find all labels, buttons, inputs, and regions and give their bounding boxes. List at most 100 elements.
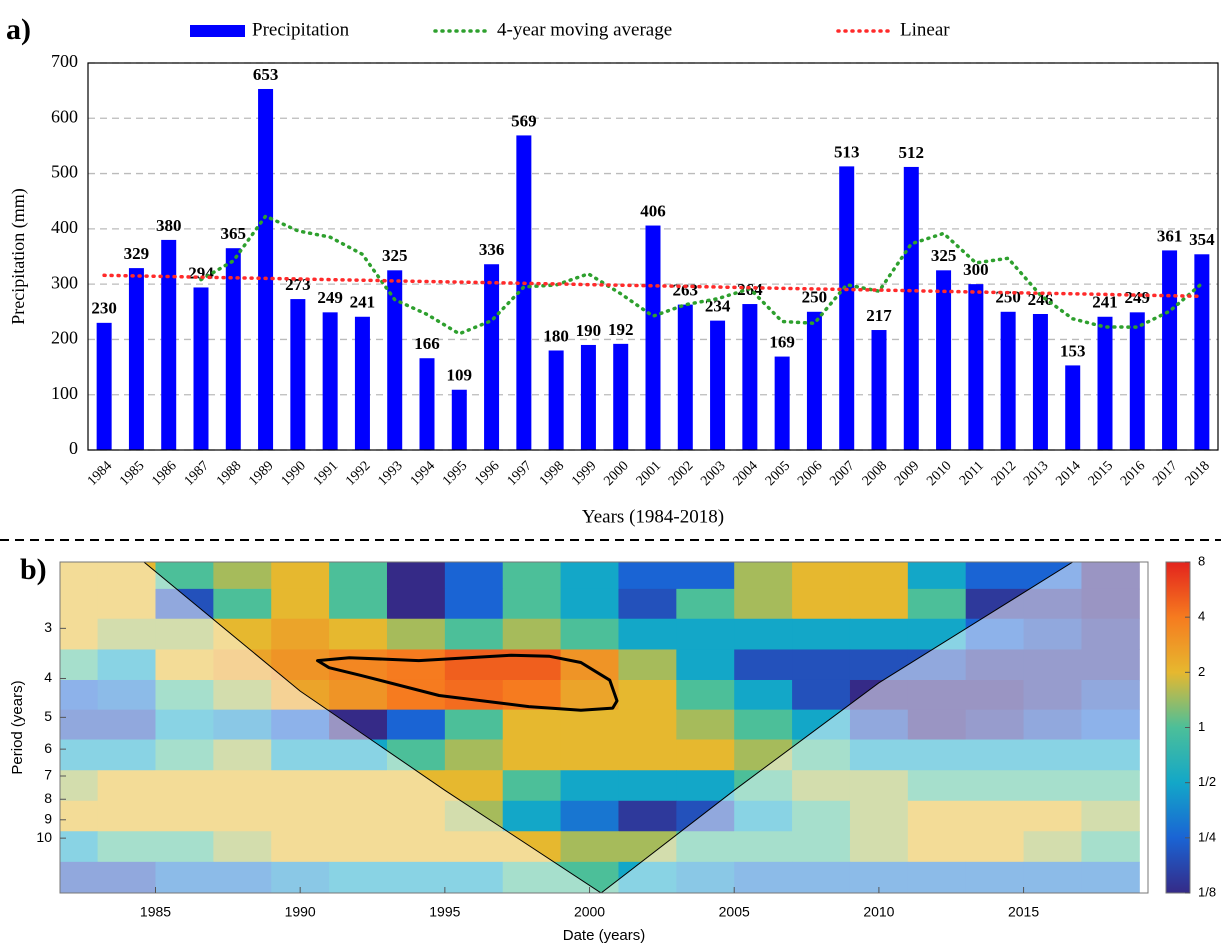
heatmap-cell [560,770,619,802]
value-label: 250 [995,288,1021,307]
bar [290,299,306,450]
value-label: 325 [931,246,957,265]
value-label: 169 [769,332,795,351]
x-tick-label: 2003 [698,458,728,488]
heatmap-cell [271,562,330,590]
bar [258,88,274,450]
heatmap-cell [444,679,504,711]
heatmap-cell [676,709,735,741]
heatmap-cell [213,562,272,590]
heatmap-cell [792,618,851,650]
bar [1129,312,1145,450]
x-tick-label: 2005 [763,458,793,488]
heatmap-cell [907,562,967,590]
heatmap-cell [271,618,330,650]
x-tick-label: 1984 [85,458,115,488]
value-label: 569 [511,111,537,130]
x-tick-label: 1994 [408,458,438,488]
legend-label: 4-year moving average [497,19,672,40]
heatmap-cell [271,588,330,620]
value-label: 329 [124,244,150,263]
heatmap-cell [444,649,504,681]
bar [1162,250,1178,450]
y-tick-label: 700 [51,51,78,71]
x-tick-label: 2006 [795,458,825,488]
x-tick-label: 1999 [569,458,599,488]
heatmap-cell [386,618,446,650]
heatmap-cell [792,649,851,681]
heatmap-cell [792,562,851,590]
x-tick-label: 2009 [892,458,922,488]
x-tick-label: 1987 [182,458,212,488]
value-label: 153 [1060,341,1086,360]
bar [484,264,500,450]
x-tick-label: 1990 [279,458,309,488]
heatmap-cell [386,709,446,741]
heatmap-cell [560,831,619,863]
value-label: 406 [640,201,666,220]
heatmap-cell [618,800,677,832]
heatmap-cell [618,739,677,771]
heatmap-cell [329,679,388,711]
colorbar-tick-label: 2 [1198,664,1205,679]
heatmap-cell [618,709,677,741]
colorbar-tick-label: 4 [1198,609,1205,624]
bar [1097,316,1113,450]
value-label: 241 [1092,293,1118,312]
value-label: 336 [479,240,505,259]
value-label: 190 [576,321,602,340]
y-tick-label: 100 [51,383,78,403]
x-tick-label: 1985 [117,458,147,488]
significance-contour [316,653,619,712]
bar [161,239,177,450]
heatmap-cell [734,618,793,650]
heatmap-cell [676,739,735,771]
heatmap-cell [734,562,793,590]
bar [193,287,209,450]
value-label: 192 [608,320,634,339]
legend-label: Precipitation [252,19,350,40]
heatmap-cell [560,618,619,650]
legend-swatch [190,25,245,37]
value-label: 249 [317,288,343,307]
bar [128,268,144,450]
heatmap-cell [618,562,677,590]
heatmap-cell [444,562,504,590]
x-tick-label: 2000 [574,904,605,920]
heatmap-cell [502,618,562,650]
value-label: 365 [221,224,247,243]
heatmap-cell [444,618,504,650]
value-label: 354 [1189,230,1215,249]
heatmap-cell [734,709,793,741]
heatmap-area [60,562,1148,893]
bar [322,312,338,450]
bar [354,316,370,450]
bar [1032,313,1048,450]
x-tick-label: 1988 [214,458,244,488]
x-tick-label: 2018 [1183,458,1213,488]
value-label: 653 [253,65,279,84]
heatmap-cell [792,679,851,711]
heatmap-cell [386,588,446,620]
plot-frame [87,62,1219,451]
value-label: 273 [285,275,311,294]
x-tick-label: 1995 [429,904,460,920]
bar [1194,254,1210,450]
heatmap-cell [849,618,909,650]
y-tick-label: 200 [51,328,78,348]
bar [968,284,984,450]
y-tick-label: 6 [44,740,52,756]
heatmap-cell [502,800,562,832]
x-tick-label: 2013 [1021,458,1051,488]
heatmap-cell [502,739,562,771]
x-tick-label: 1995 [440,458,470,488]
cone-of-influence-shade [60,562,1148,893]
heatmap-cell [444,739,504,771]
y-tick-label: 5 [44,708,52,724]
heatmap-cell [849,588,909,620]
heatmap-cell [444,588,504,620]
bar [225,248,241,450]
x-tick-label: 2010 [863,904,894,920]
bar [419,358,435,450]
